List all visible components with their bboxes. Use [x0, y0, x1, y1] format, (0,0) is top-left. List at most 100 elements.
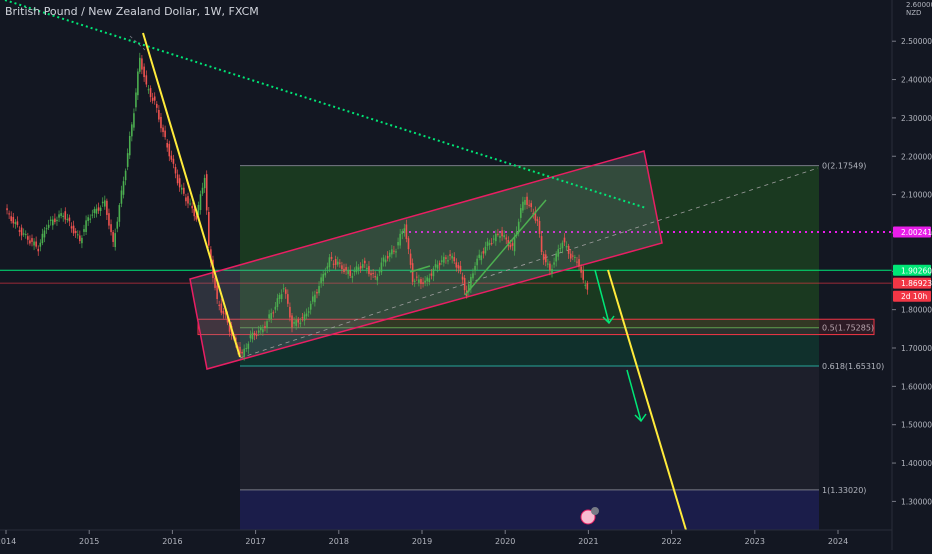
candle-body — [172, 158, 175, 164]
candle-body — [582, 270, 584, 280]
candle-body — [91, 214, 94, 216]
fib-zone-0-0.5 — [240, 165, 819, 328]
price-tick-label: 2.30000 — [901, 114, 932, 123]
candle-body — [183, 187, 185, 194]
rising-channel — [189, 150, 663, 370]
candle-body — [542, 253, 545, 260]
candle-body — [463, 277, 466, 291]
candle-body — [87, 217, 89, 221]
candle-body — [166, 142, 168, 148]
candle-body — [540, 236, 543, 253]
candle-body — [430, 273, 433, 276]
candle-body — [195, 215, 198, 220]
candle-body — [507, 240, 510, 246]
candle-body — [503, 235, 505, 238]
candle-body — [251, 332, 254, 340]
candle-body — [185, 197, 187, 202]
candle-body — [532, 212, 535, 215]
candle-body — [534, 211, 537, 221]
candle-body — [459, 265, 462, 272]
candle-body — [418, 279, 420, 283]
candle-body — [345, 267, 347, 271]
candle-body — [126, 153, 129, 167]
candle-body — [397, 241, 399, 246]
candle-body — [282, 288, 285, 290]
candle-body — [216, 285, 218, 300]
candle-body — [470, 276, 472, 289]
candle-body — [343, 268, 345, 273]
candle-body — [526, 196, 528, 205]
candle-body — [453, 257, 456, 262]
candle-body — [280, 294, 283, 300]
price-tick-label: 1.80000 — [901, 306, 932, 315]
candle-body — [380, 262, 383, 273]
candle-body — [58, 214, 60, 218]
candle-body — [366, 267, 368, 270]
candle-body — [468, 284, 470, 292]
price-tick-label: 2.20000 — [901, 152, 932, 161]
price-tag-label: 2.00241 — [901, 228, 932, 237]
candle-body — [316, 291, 318, 294]
candle-body — [226, 316, 229, 323]
fib-zone-below-1 — [240, 489, 819, 530]
price-tag-bg — [893, 290, 931, 302]
candle-body — [451, 255, 453, 259]
candle-body — [14, 222, 17, 224]
price-tick-label: 2.50000 — [901, 37, 932, 46]
candle-body — [120, 190, 123, 204]
yellow-drop-line-projection — [607, 269, 687, 531]
candle-body — [293, 321, 295, 324]
candle-body — [349, 270, 352, 276]
candle-body — [68, 217, 71, 222]
candle-body — [578, 259, 580, 267]
candle-body — [399, 233, 401, 246]
time-tick-label: 2014 — [0, 537, 16, 546]
candle-body — [193, 208, 196, 217]
candle-body — [139, 57, 141, 72]
candle-body — [567, 245, 570, 254]
time-tick-label: 2024 — [828, 537, 848, 546]
candle-body — [203, 177, 206, 189]
candle-body — [312, 296, 314, 302]
candle-body — [70, 226, 73, 229]
candle-body — [528, 204, 530, 206]
projection-arrow-2-head — [634, 413, 647, 423]
target-zone-box — [197, 318, 875, 336]
candle-body — [274, 306, 277, 310]
price-tag-label: 1.90260 — [901, 266, 932, 275]
candle-body — [492, 238, 495, 240]
time-tick-label: 2015 — [79, 537, 99, 546]
candle-body — [24, 234, 27, 236]
candle-body — [222, 310, 225, 314]
candle-body — [262, 329, 264, 333]
candle-body — [8, 213, 10, 215]
candle-body — [174, 166, 177, 174]
candle-body — [357, 267, 360, 270]
candle-body — [445, 257, 447, 259]
currency-label: NZD — [906, 9, 921, 17]
candle-body — [484, 246, 487, 254]
time-tick-label: 2023 — [745, 537, 765, 546]
candle-body — [10, 216, 12, 221]
candle-body — [318, 286, 320, 294]
candle-body — [305, 313, 308, 317]
candle-body — [434, 264, 437, 268]
fib-level-label: 1(1.33020) — [822, 486, 866, 495]
candle-body — [39, 242, 42, 247]
candle-body — [33, 241, 35, 246]
candle-body — [334, 259, 337, 265]
candle-body — [553, 262, 555, 265]
candle-body — [505, 237, 508, 240]
candle-body — [104, 200, 106, 207]
candle-body — [449, 254, 451, 257]
candle-body — [108, 213, 110, 226]
candle-body — [407, 238, 410, 250]
candle-body — [12, 216, 15, 224]
candle-body — [332, 263, 335, 265]
candle-body — [118, 205, 121, 222]
candle-body — [220, 303, 223, 313]
candle-body — [364, 260, 366, 264]
candle-body — [145, 75, 148, 85]
